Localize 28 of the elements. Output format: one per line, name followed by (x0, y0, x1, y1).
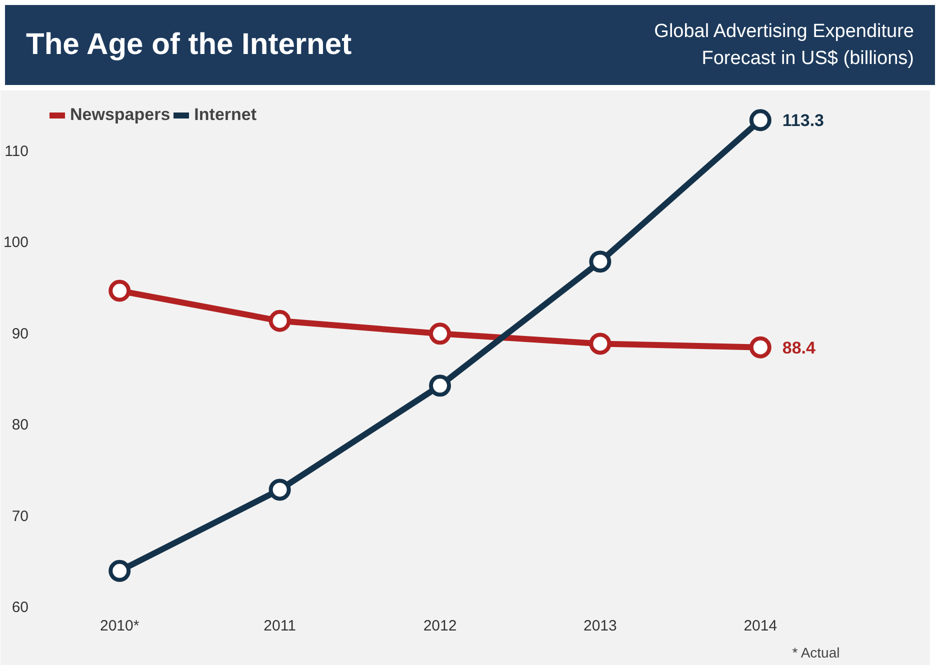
point (589, 250, 612, 273)
y-tick-label: 80 (12, 416, 29, 434)
x-tick-label: 2013 (584, 618, 617, 634)
text: * Actual (792, 644, 840, 660)
point (749, 336, 772, 358)
y-tick-label: 60 (12, 599, 29, 616)
point (589, 332, 612, 355)
data-label: 113.3 (782, 111, 824, 130)
y-tick-label: 110 (4, 142, 29, 160)
point (268, 478, 291, 501)
chart-subtitle: Global Advertising Expenditure Forecast in US$ (billions) (653, 20, 915, 71)
legend-label: Newspapers (70, 105, 170, 125)
point (749, 109, 772, 132)
x-tick-label: 2014 (744, 618, 778, 634)
y-tick-label: 90 (12, 325, 29, 342)
point (108, 560, 131, 582)
data-label: 88.4 (782, 338, 816, 358)
x-tick-label: 2010* (100, 618, 140, 634)
y-tick-label: 70 (12, 508, 29, 525)
point (108, 280, 131, 302)
x-tick-label: 2011 (264, 618, 296, 634)
point (429, 322, 451, 345)
chart-title: The Age of the Internet (25, 26, 353, 63)
point (268, 310, 291, 332)
x-tick-label: 2012 (423, 618, 457, 634)
y-tick-label: 100 (3, 234, 29, 251)
legend-label: Internet (194, 105, 257, 125)
point (429, 374, 451, 397)
